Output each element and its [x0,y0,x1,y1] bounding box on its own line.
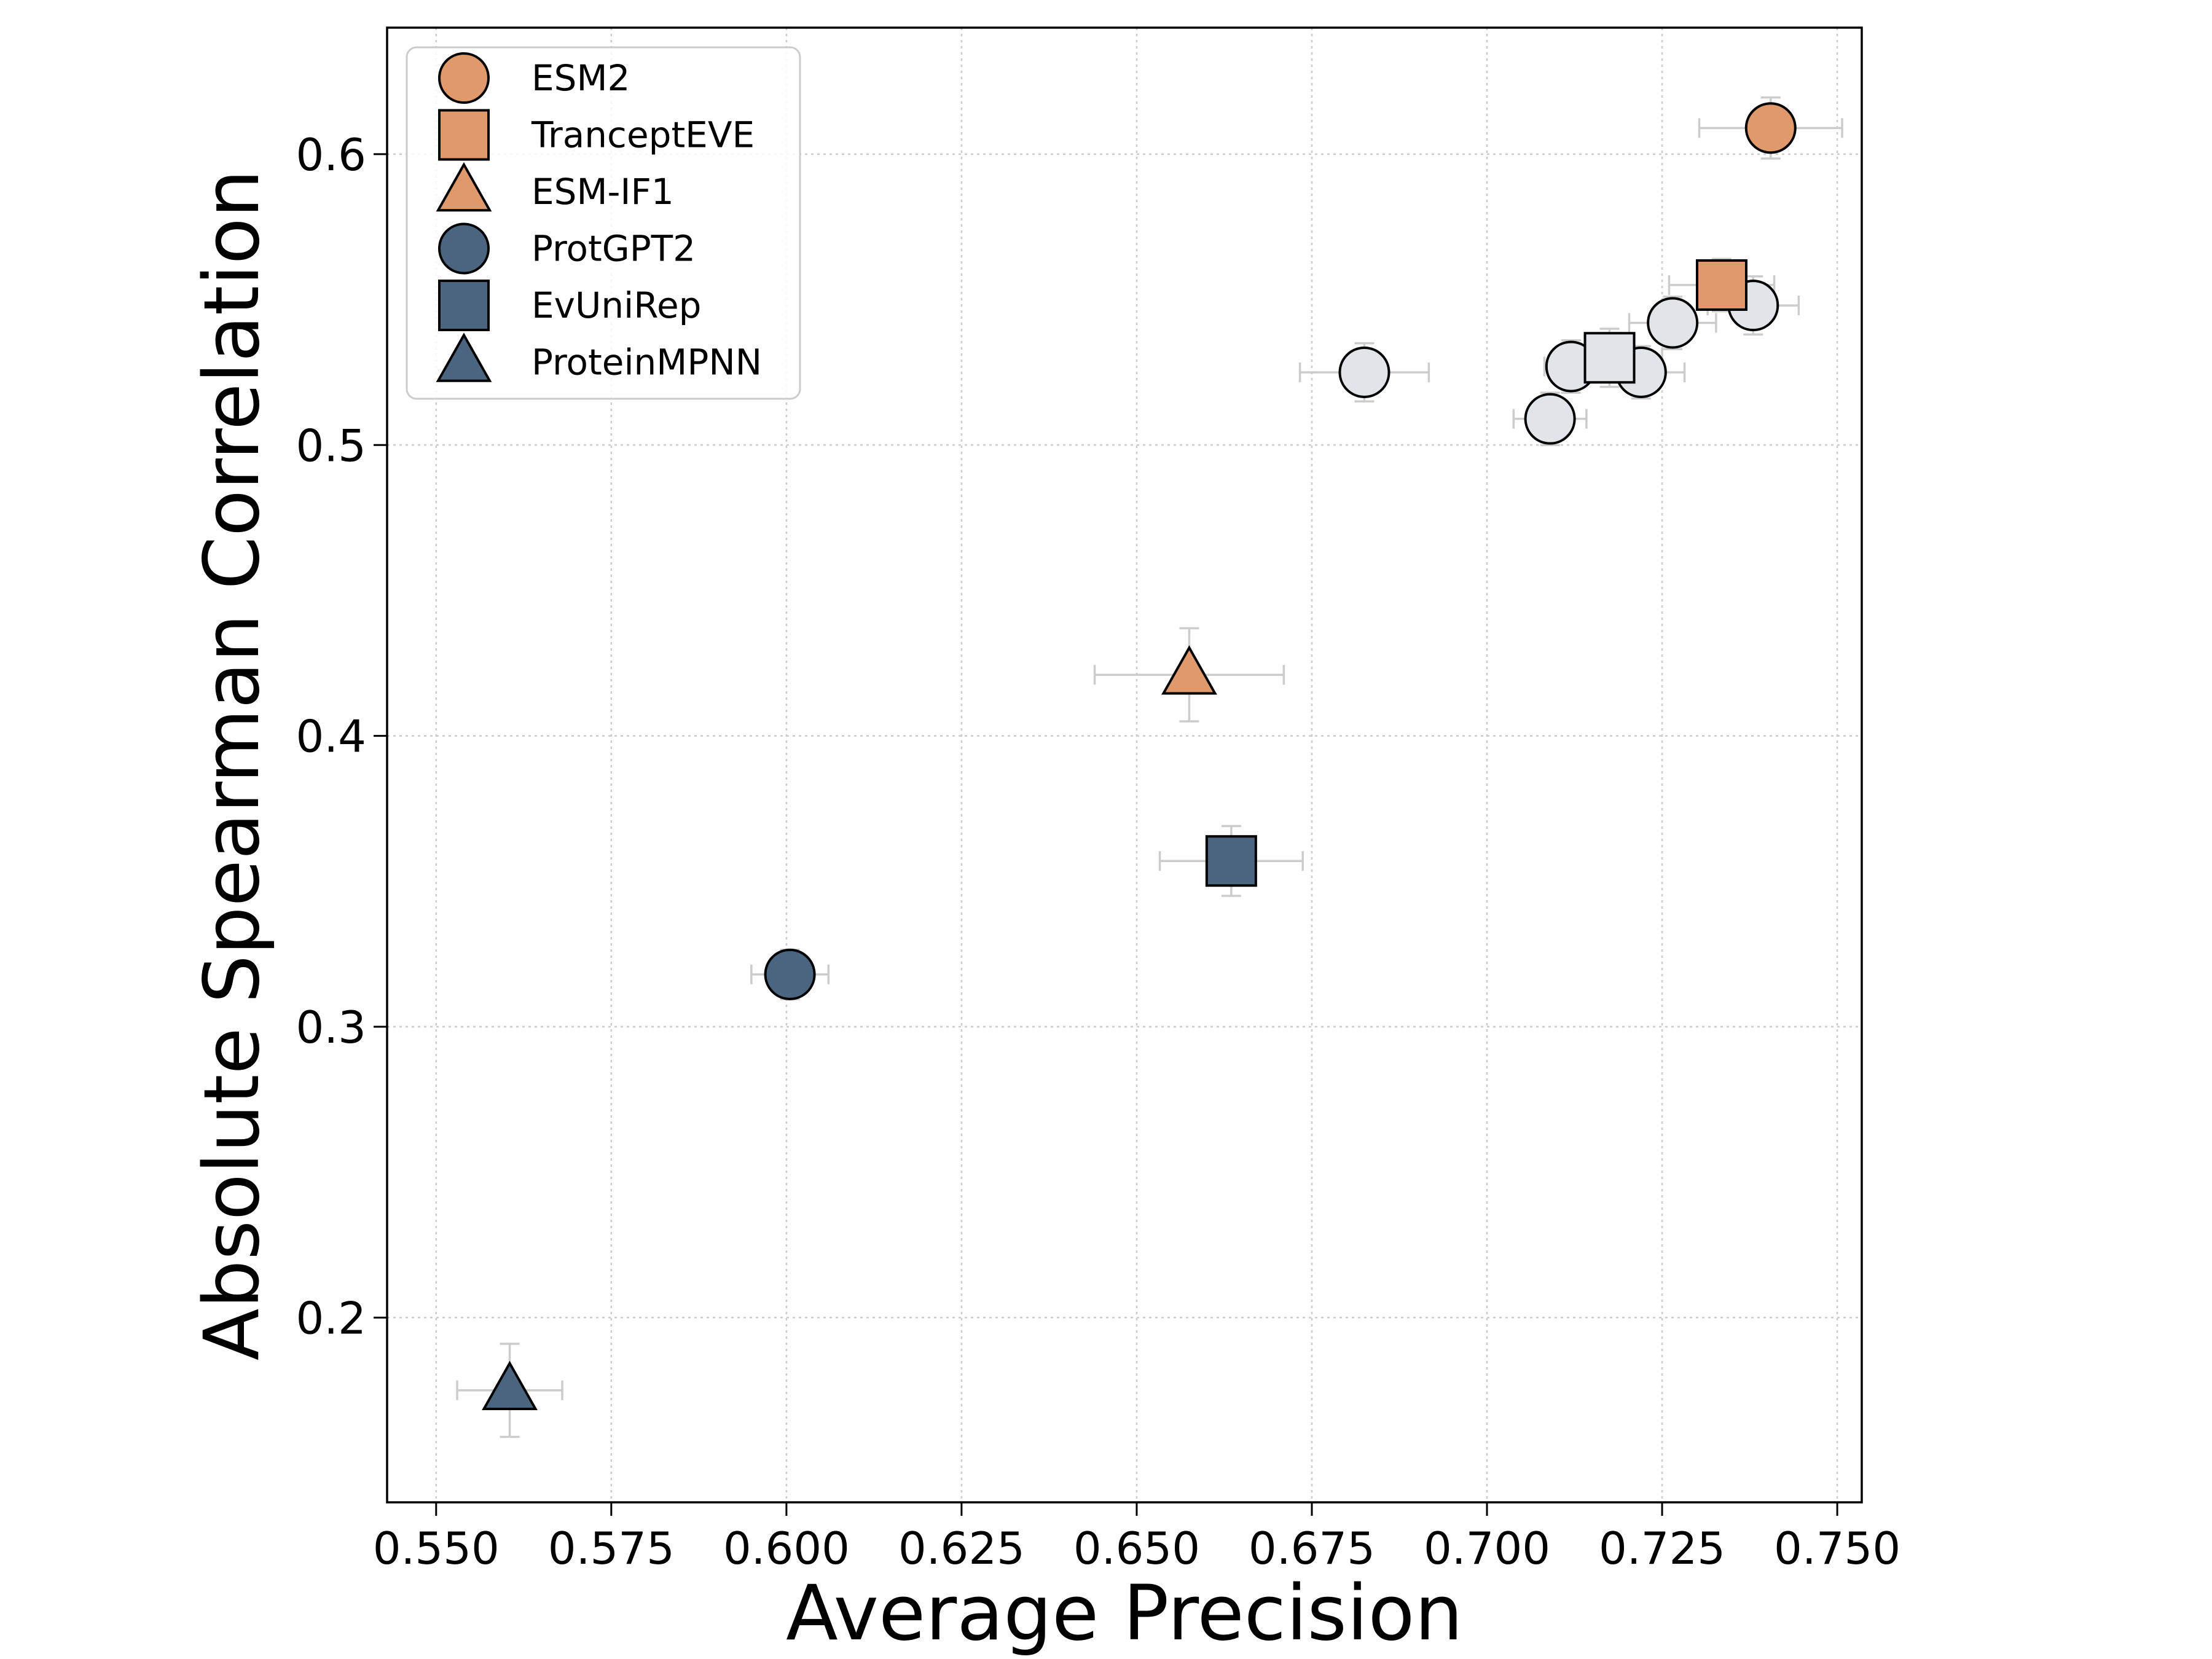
legend-item: ESM2 [438,52,630,104]
unlabeled-data-point [1524,393,1576,445]
legend-marker [436,162,492,212]
unlabeled-data-point [1647,297,1699,349]
x-tick-label: 0.750 [1774,1523,1900,1574]
y-tick-label: 0.4 [296,711,366,763]
legend-label: ProtGPT2 [531,228,696,270]
legend-item: TranceptEVE [438,109,755,161]
y-axis-title: Absolute Spearman Correlation [188,170,276,1360]
x-tick-label: 0.675 [1249,1523,1375,1574]
unlabeled-data-point [1338,346,1390,398]
plot-frame [386,26,1863,1504]
legend-marker [438,52,490,104]
data-point-trancepteve [1695,259,1747,311]
x-tick-label: 0.725 [1599,1523,1725,1574]
x-tick-label: 0.625 [898,1523,1025,1574]
x-tick-label: 0.575 [548,1523,675,1574]
legend-label: ProteinMPNN [531,342,762,383]
legend-item: ProteinMPNN [436,332,762,383]
data-point-proteinmpnn [482,1360,538,1410]
data-point-protgpt2 [764,948,816,1000]
grid-lines [387,28,1862,1502]
y-tick-label: 0.2 [296,1292,366,1344]
legend-label: ESM2 [531,57,630,99]
x-tick-label: 0.550 [373,1523,500,1574]
data-point-esm-if1 [1161,645,1217,695]
x-tick-label: 0.600 [723,1523,850,1574]
legend-marker [436,332,492,382]
x-axis-title: Average Precision [786,1569,1463,1658]
axis-ticks: 0.550 0.575 0.600 0.625 0.650 0.675 0.700 0.725… [296,129,1900,1574]
legend-marker [438,280,490,331]
legend-frame [406,46,801,400]
legend-marker [438,109,490,161]
unlabeled-data-point [1583,332,1636,384]
legend-item: EvUniRep [438,280,702,331]
data-point-evunirep [1205,835,1257,887]
x-tick-label: 0.700 [1424,1523,1550,1574]
legend-label: TranceptEVE [531,114,755,156]
legend-item: ProtGPT2 [438,222,696,275]
x-tick-label: 0.650 [1073,1523,1200,1574]
y-tick-label: 0.6 [296,129,366,181]
y-tick-label: 0.3 [296,1002,366,1053]
legend: ESM2 TranceptEVE ESM-IF1 ProtGPT2 EvUniRep Pr… [406,46,801,400]
data-point-esm2 [1744,102,1797,154]
legend-label: EvUniRep [531,284,702,326]
y-tick-label: 0.5 [296,420,366,471]
legend-marker [438,222,490,275]
data-markers [482,102,1797,1410]
legend-label: ESM-IF1 [531,171,674,213]
legend-item: ESM-IF1 [436,162,674,213]
